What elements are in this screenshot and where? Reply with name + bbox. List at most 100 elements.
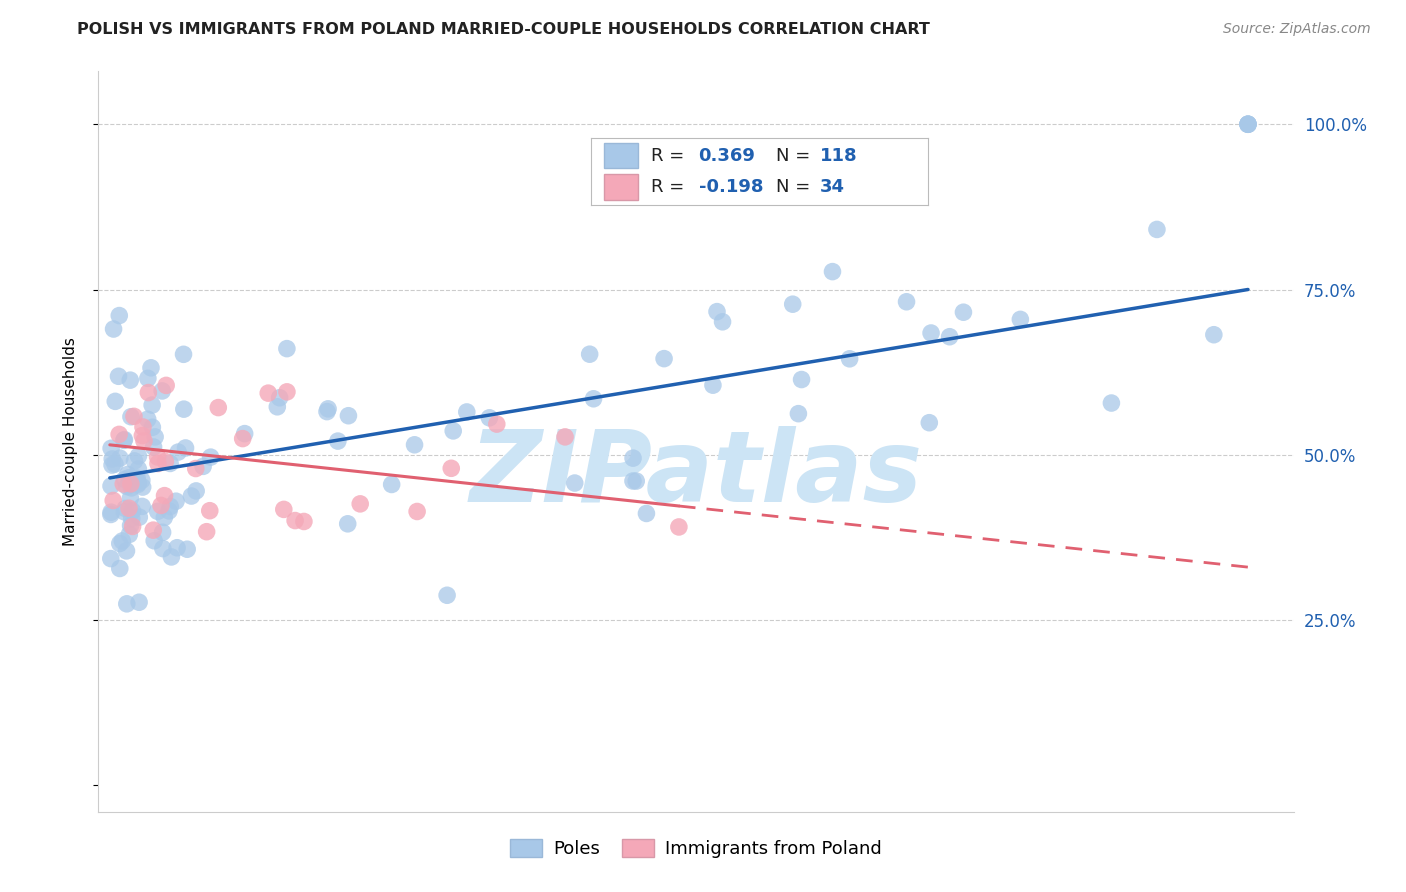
Point <box>349 497 371 511</box>
Text: POLISH VS IMMIGRANTS FROM POLAND MARRIED-COUPLE HOUSEHOLDS CORRELATION CHART: POLISH VS IMMIGRANTS FROM POLAND MARRIED… <box>77 22 931 37</box>
Point <box>191 459 214 474</box>
Point <box>554 430 576 444</box>
Point <box>626 474 648 488</box>
Point <box>112 477 135 491</box>
Text: 34: 34 <box>820 178 845 196</box>
Point <box>150 499 173 513</box>
Point <box>141 420 163 434</box>
Point <box>564 476 586 491</box>
Point <box>121 519 143 533</box>
Text: Source: ZipAtlas.com: Source: ZipAtlas.com <box>1223 22 1371 37</box>
Point <box>150 384 173 398</box>
Point <box>127 471 149 485</box>
Point <box>121 511 143 525</box>
Point <box>436 588 458 602</box>
Point <box>108 536 131 550</box>
Point <box>141 398 163 412</box>
Point <box>1237 117 1260 131</box>
Point <box>621 451 644 466</box>
Point <box>233 426 256 441</box>
Point <box>186 483 208 498</box>
Point <box>112 433 135 447</box>
Point <box>292 515 315 529</box>
Point <box>100 505 122 519</box>
Point <box>127 449 149 463</box>
Point <box>406 504 429 518</box>
Point <box>155 454 177 468</box>
Point <box>111 533 134 548</box>
Point <box>143 430 166 444</box>
Point <box>266 400 288 414</box>
Point <box>131 500 153 514</box>
Point <box>118 471 141 485</box>
Point <box>269 391 291 405</box>
Point <box>1237 117 1260 131</box>
Point <box>127 475 149 490</box>
Bar <box>605 143 638 169</box>
Point <box>711 315 734 329</box>
Point <box>112 434 135 448</box>
Point <box>124 454 146 468</box>
Point <box>115 479 138 493</box>
Point <box>896 294 918 309</box>
Point <box>1202 327 1225 342</box>
Point <box>787 407 810 421</box>
Point <box>198 504 221 518</box>
Point <box>100 442 122 456</box>
Point <box>146 450 169 464</box>
Point <box>142 440 165 454</box>
Point <box>174 441 197 455</box>
Point <box>108 451 131 466</box>
Point <box>195 524 218 539</box>
Point <box>165 494 187 508</box>
Point <box>790 372 813 386</box>
Point <box>114 472 136 486</box>
Point <box>257 386 280 401</box>
Text: N =: N = <box>776 146 815 165</box>
Point <box>276 342 298 356</box>
Text: 118: 118 <box>820 146 858 165</box>
Point <box>100 551 122 566</box>
Point <box>636 507 658 521</box>
Point <box>122 409 145 424</box>
Point <box>621 474 644 488</box>
Point <box>120 409 142 424</box>
Point <box>103 493 125 508</box>
Point <box>114 501 136 516</box>
Point <box>100 508 122 522</box>
Point <box>404 438 426 452</box>
Point <box>157 504 180 518</box>
Point <box>337 409 360 423</box>
Point <box>316 401 339 416</box>
Point <box>101 452 124 467</box>
Legend: Poles, Immigrants from Poland: Poles, Immigrants from Poland <box>510 838 882 858</box>
Point <box>143 533 166 548</box>
Point <box>273 502 295 516</box>
Point <box>142 523 165 537</box>
Point <box>120 476 142 491</box>
Point <box>920 326 942 340</box>
Point <box>138 385 160 400</box>
Point <box>1010 312 1032 326</box>
Point <box>100 479 122 493</box>
Point <box>336 516 359 531</box>
Point <box>578 347 600 361</box>
Point <box>180 489 202 503</box>
Point <box>118 527 141 541</box>
Point <box>456 405 478 419</box>
Point <box>115 544 138 558</box>
Point <box>702 378 724 392</box>
Point <box>381 477 404 491</box>
Point <box>173 402 195 417</box>
Point <box>152 525 174 540</box>
Point <box>155 378 177 392</box>
Point <box>108 427 131 442</box>
Point <box>668 520 690 534</box>
Point <box>128 510 150 524</box>
Point <box>207 401 229 415</box>
Point <box>316 404 339 418</box>
Text: 0.369: 0.369 <box>699 146 755 165</box>
Point <box>152 541 174 556</box>
Point <box>121 504 143 518</box>
Text: ZIPatlas: ZIPatlas <box>470 426 922 524</box>
